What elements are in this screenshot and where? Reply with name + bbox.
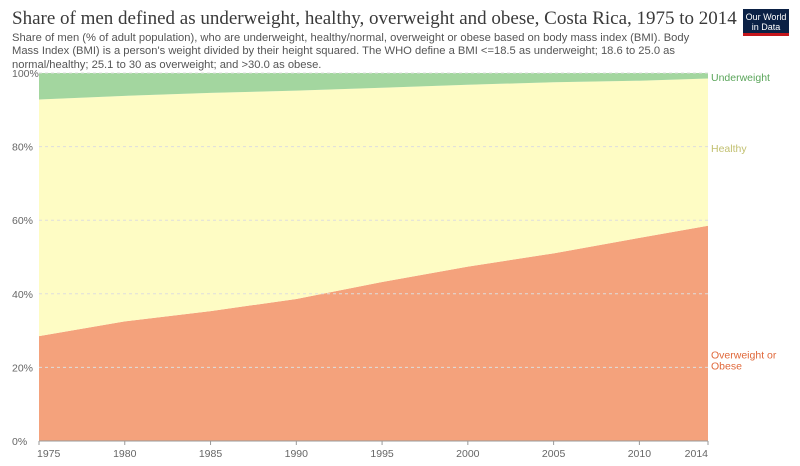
area-overweight-or-obese: [39, 225, 708, 441]
x-tick-label: 1990: [285, 448, 309, 460]
logo-line-2: in Data: [751, 22, 781, 32]
series-label: Overweight or Obese: [711, 349, 777, 372]
area-underweight: [39, 73, 708, 100]
y-tick-label: 40%: [12, 289, 33, 301]
owid-logo[interactable]: Our World in Data: [743, 9, 789, 36]
y-tick-label: 20%: [12, 362, 33, 374]
y-tick-label: 60%: [12, 215, 33, 227]
x-tick-label: 1985: [199, 448, 223, 460]
y-tick-label: 80%: [12, 142, 33, 154]
series-label-line: Healthy: [711, 143, 747, 155]
area-healthy: [39, 78, 708, 337]
chart-title: Share of men defined as underweight, hea…: [12, 8, 737, 29]
x-tick-label: 1975: [37, 448, 61, 460]
logo-line-1: Our World: [745, 12, 787, 22]
x-tick-label: 2010: [628, 448, 652, 460]
series-label-line: Underweight: [711, 72, 770, 84]
series-label: Underweight: [711, 72, 770, 84]
y-tick-label: 0%: [12, 436, 27, 448]
series-label-line: Obese: [711, 360, 742, 372]
series-label: Healthy: [711, 143, 747, 155]
x-tick-label: 2005: [542, 448, 566, 460]
series-label-line: Overweight or: [711, 349, 777, 361]
x-tick-label: 2014: [685, 448, 709, 460]
logo-accent-bar: [743, 33, 789, 36]
chart-subtitle: Share of men (% of adult population), wh…: [12, 32, 690, 71]
x-tick-label: 2000: [456, 448, 480, 460]
x-tick-label: 1995: [370, 448, 394, 460]
x-tick-label: 1980: [113, 448, 137, 460]
y-tick-label: 100%: [12, 68, 39, 80]
